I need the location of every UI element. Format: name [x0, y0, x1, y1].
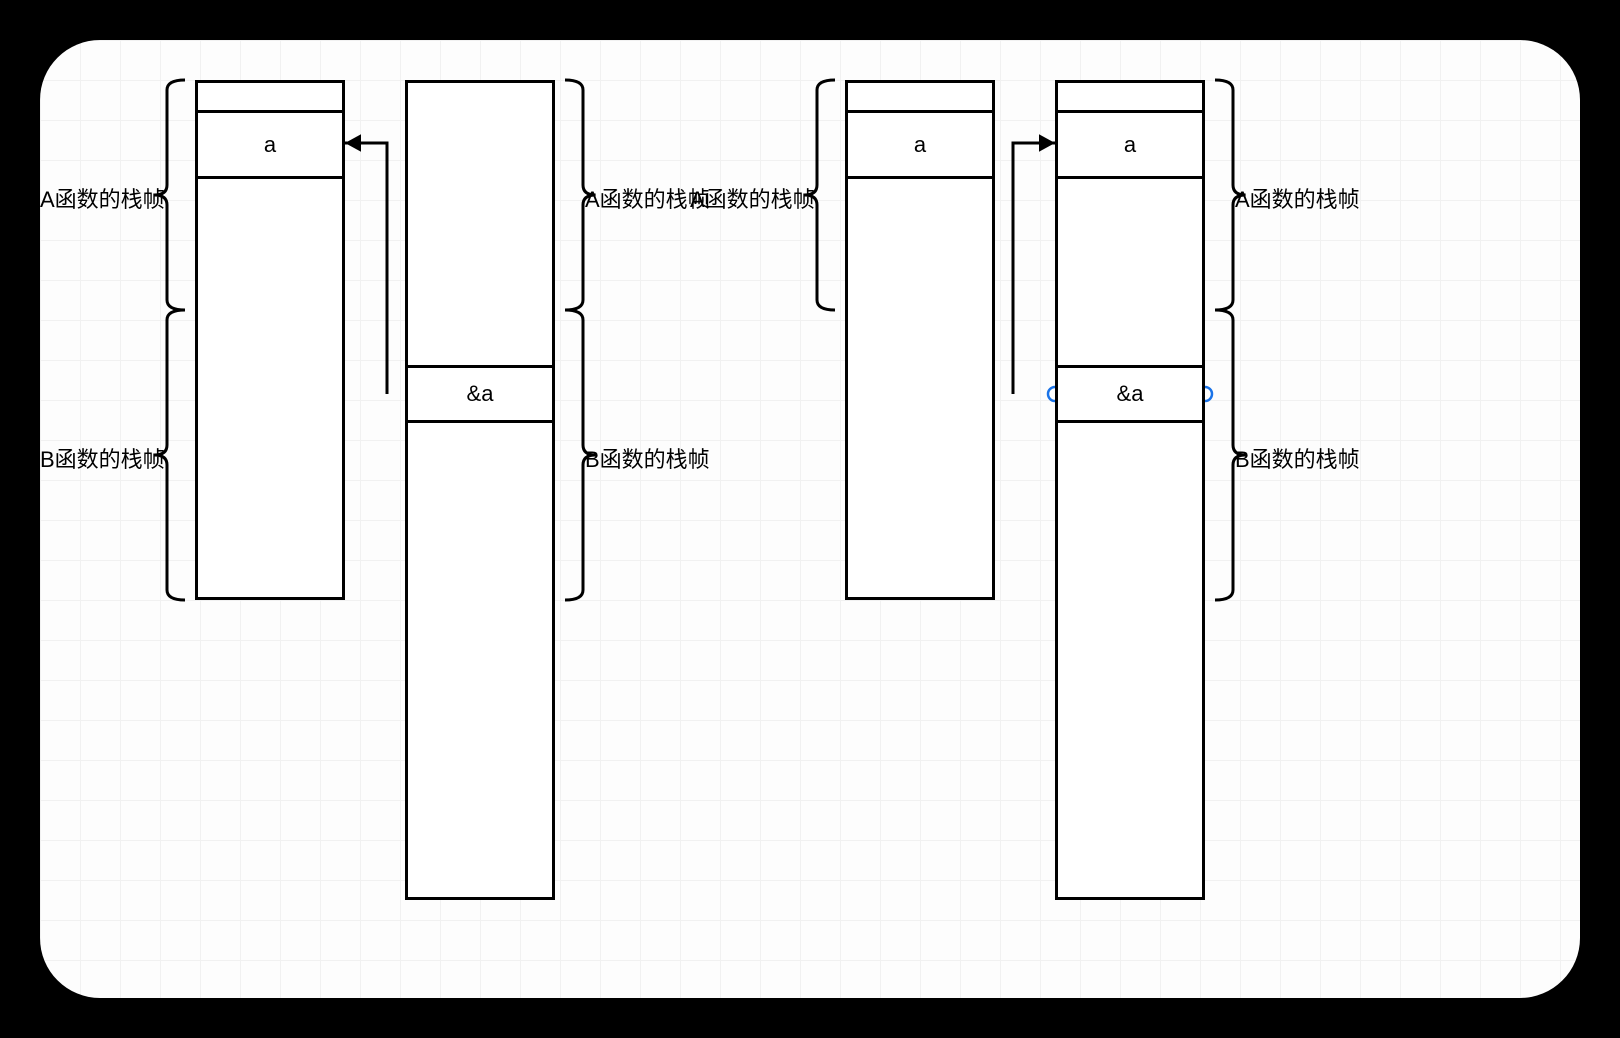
- l-brace-A-left-text: A函数的栈帧: [40, 182, 165, 214]
- r2-full: [1055, 176, 1205, 900]
- l1-top: [195, 80, 345, 113]
- l2-ref-label: &a: [467, 381, 494, 407]
- left-arrow-arrowhead: [345, 134, 361, 152]
- r1-top: [845, 80, 995, 113]
- l-brace-B-left-text: B函数的栈帧: [40, 442, 165, 474]
- right-arrow-line: [1013, 143, 1055, 394]
- l2-full: [405, 80, 555, 900]
- r-brace-A-right-text: A函数的栈帧: [1235, 182, 1360, 214]
- r2-top: [1055, 80, 1205, 113]
- r1-a: a: [845, 110, 995, 179]
- r1-a-label: a: [914, 132, 926, 158]
- l-brace-B-right-text: B函数的栈帧: [585, 442, 710, 474]
- l1-a: a: [195, 110, 345, 179]
- r-brace-A-left-text: A函数的栈帧: [690, 182, 815, 214]
- r1-body: [845, 176, 995, 600]
- diagram-canvas: a&aA函数的栈帧B函数的栈帧A函数的栈帧B函数的栈帧aa&aA函数的栈帧A函数…: [40, 40, 1580, 998]
- r2-ref-label: &a: [1117, 381, 1144, 407]
- l1-body: [195, 176, 345, 600]
- r2-a: a: [1055, 110, 1205, 179]
- right-arrow-arrowhead: [1039, 134, 1055, 152]
- r-brace-B-right-text: B函数的栈帧: [1235, 442, 1360, 474]
- r2-a-label: a: [1124, 132, 1136, 158]
- l2-ref: &a: [405, 365, 555, 423]
- left-arrow-line: [345, 143, 387, 394]
- l1-a-label: a: [264, 132, 276, 158]
- r2-ref: &a: [1055, 365, 1205, 423]
